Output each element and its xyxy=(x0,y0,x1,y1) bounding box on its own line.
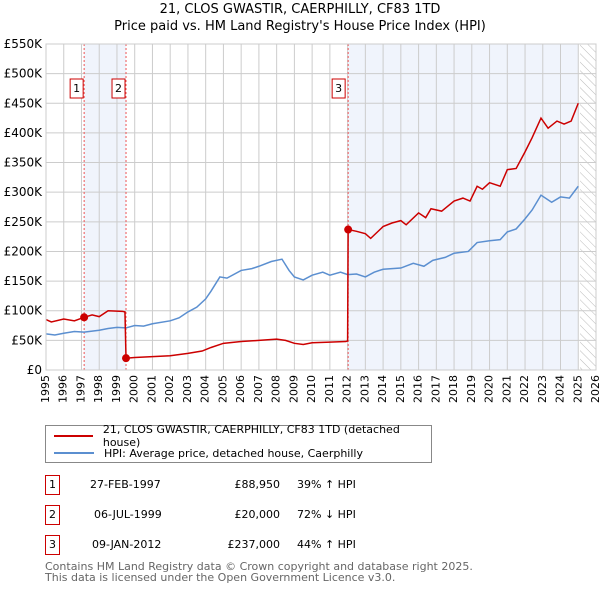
x-tick-label: 2009 xyxy=(287,375,300,403)
chart-title: 21, CLOS GWASTIR, CAERPHILLY, CF83 1TD xyxy=(159,2,441,17)
x-tick-label: 2016 xyxy=(412,375,425,403)
sale-date: 06-JUL-1999 xyxy=(94,508,162,521)
y-tick-label: £250K xyxy=(4,215,44,229)
x-tick-label: 2007 xyxy=(252,375,265,403)
x-tick-label: 2002 xyxy=(163,375,176,403)
x-tick-label: 2012 xyxy=(341,375,354,403)
sale-label: 3 xyxy=(335,82,342,95)
footer: Contains HM Land Registry data © Crown c… xyxy=(45,561,473,583)
x-tick-label: 2019 xyxy=(465,375,478,403)
x-tick-label: 2003 xyxy=(181,375,194,403)
sale-label-box xyxy=(111,78,126,99)
x-tick-label: 2005 xyxy=(216,375,229,403)
legend-label: 21, CLOS GWASTIR, CAERPHILLY, CF83 1TD (… xyxy=(102,423,400,449)
y-tick-label: £100K xyxy=(4,304,44,318)
x-tick-label: 2011 xyxy=(323,375,336,403)
sale-hpi: 44% ↑ HPI xyxy=(297,538,356,551)
x-tick-label: 2017 xyxy=(429,375,442,403)
x-tick-label: 2020 xyxy=(483,375,496,403)
sale-price: £88,950 xyxy=(234,478,281,491)
x-tick-label: 1999 xyxy=(110,375,123,403)
y-tick-label: £550K xyxy=(4,37,44,51)
x-tick-label: 1995 xyxy=(39,375,52,403)
y-tick-label: £50K xyxy=(11,333,43,347)
y-tick-label: £450K xyxy=(4,96,44,110)
sale-badge: 3 xyxy=(45,535,60,555)
y-tick-label: £500K xyxy=(4,67,44,81)
sale-row: 2 06-JUL-1999 £20,000 72% ↓ HPI xyxy=(45,505,445,525)
x-tick-label: 2024 xyxy=(554,375,567,403)
price-chart: 1995 1996 1997 1998 1999 2000 2001 2002 2003 2004… xyxy=(4,37,600,403)
x-tick-label: 2018 xyxy=(447,375,460,403)
forecast-hatch xyxy=(580,44,596,370)
chart-subtitle: Price paid vs. HM Land Registry's House … xyxy=(114,19,486,34)
sale-price: £237,000 xyxy=(227,538,281,551)
legend-swatch-blue xyxy=(54,452,94,454)
legend-swatch-red xyxy=(54,435,93,437)
sale-point xyxy=(344,225,353,234)
x-tick-label: 2000 xyxy=(128,375,141,403)
x-tick-label: 1996 xyxy=(57,375,70,403)
sale-label-box xyxy=(69,78,84,99)
y-tick-label: £200K xyxy=(4,244,44,258)
x-tick-label: 2006 xyxy=(234,375,247,403)
x-tick-label: 2022 xyxy=(518,375,531,403)
sale-hpi: 39% ↑ HPI xyxy=(297,478,356,491)
sale-label: 2 xyxy=(115,82,122,95)
y-tick-label: £150K xyxy=(4,274,44,288)
x-tick-label: 2013 xyxy=(358,375,371,403)
sale-date: 27-FEB-1997 xyxy=(90,478,161,491)
copyright-text: Contains HM Land Registry data © Crown c… xyxy=(45,560,473,573)
y-tick-label: £400K xyxy=(4,126,44,140)
y-tick-label: £350K xyxy=(4,156,44,170)
sale-point xyxy=(80,313,89,322)
x-tick-label: 1997 xyxy=(74,375,87,403)
legend-item-hpi: HPI: Average price, detached house, Caer… xyxy=(54,445,363,461)
x-tick-label: 2015 xyxy=(394,375,407,403)
y-tick-label: £0 xyxy=(27,363,42,377)
x-tick-label: 2008 xyxy=(270,375,283,403)
sale-badge: 1 xyxy=(45,475,60,495)
x-tick-label: 2010 xyxy=(305,375,318,403)
x-tick-label: 2023 xyxy=(536,375,549,403)
sale-row: 1 27-FEB-1997 £88,950 39% ↑ HPI xyxy=(45,475,445,495)
sale-label-box xyxy=(331,78,346,99)
sale-price: £20,000 xyxy=(234,508,281,521)
sale-date: 09-JAN-2012 xyxy=(92,538,162,551)
x-tick-label: 2021 xyxy=(500,375,513,403)
shaded-region xyxy=(348,44,579,370)
x-tick-label: 2014 xyxy=(376,375,389,403)
legend-item-property: 21, CLOS GWASTIR, CAERPHILLY, CF83 1TD (… xyxy=(54,423,431,449)
x-tick-label: 2025 xyxy=(571,375,584,403)
legend: 21, CLOS GWASTIR, CAERPHILLY, CF83 1TD (… xyxy=(45,423,432,463)
series-line xyxy=(45,185,579,336)
sale-label: 1 xyxy=(73,82,80,95)
x-tick-label: 2026 xyxy=(589,375,600,403)
sale-point xyxy=(122,354,131,363)
sale-row: 3 09-JAN-2012 £237,000 44% ↑ HPI xyxy=(45,535,445,555)
x-tick-label: 2004 xyxy=(199,375,212,403)
x-tick-label: 1998 xyxy=(92,375,105,403)
licence-text: This data is licensed under the Open Gov… xyxy=(45,571,396,584)
sale-hpi: 72% ↓ HPI xyxy=(297,508,356,521)
sale-badge: 2 xyxy=(45,505,60,525)
plot-border xyxy=(45,43,597,371)
legend-label: HPI: Average price, detached house, Caer… xyxy=(104,446,363,460)
y-tick-label: £300K xyxy=(4,185,44,199)
x-tick-label: 2001 xyxy=(145,375,158,403)
